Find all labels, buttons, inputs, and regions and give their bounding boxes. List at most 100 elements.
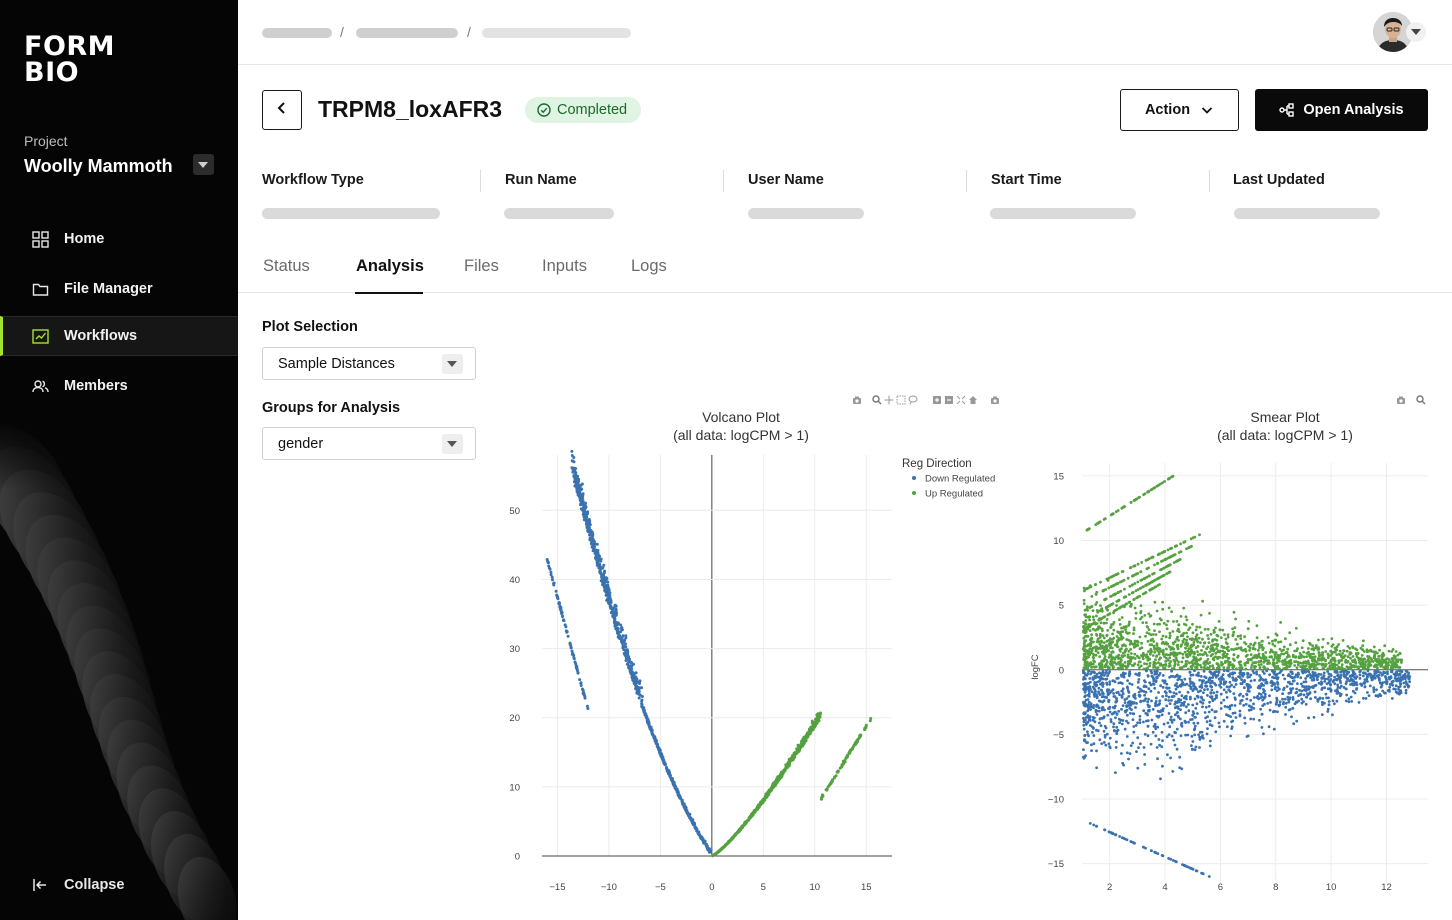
smear-point-down [1213, 710, 1217, 714]
smear-point-up [1186, 655, 1190, 659]
sidebar-item-file-manager[interactable]: File Manager [0, 269, 238, 309]
smear-point-up [1138, 647, 1142, 651]
smear-point-up [1083, 663, 1087, 667]
petal-shape [98, 696, 170, 794]
volcano-point-down [576, 493, 580, 497]
smear-point-up [1120, 635, 1123, 638]
home-icon[interactable] [968, 395, 978, 405]
smear-point-down [1084, 698, 1088, 702]
formbio-logo[interactable]: FORM BIO [24, 33, 115, 86]
smear-point-down [1294, 700, 1298, 704]
smear-point-up [1236, 654, 1240, 658]
legend-item-down[interactable]: Down Regulated [925, 474, 995, 485]
smear-point-down [1404, 688, 1408, 692]
tab-inputs[interactable]: Inputs [542, 257, 587, 275]
project-dropdown-toggle[interactable] [193, 154, 214, 175]
smear-point-up [1194, 628, 1198, 632]
smear-point-up [1108, 653, 1112, 657]
smear-y-tick: 5 [1059, 601, 1064, 612]
zoom-in-icon[interactable] [932, 395, 942, 405]
smear-point-up [1139, 586, 1143, 590]
open-analysis-button[interactable]: Open Analysis [1255, 89, 1428, 131]
smear-point-down [1190, 718, 1194, 721]
tab-status[interactable]: Status [263, 257, 310, 275]
smear-point-up [1239, 634, 1242, 638]
volcano-point-up [737, 829, 741, 833]
smear-point-up [1147, 650, 1150, 653]
sidebar-item-home[interactable]: Home [0, 219, 238, 259]
zoom-icon[interactable] [1416, 395, 1426, 405]
smear-point-down [1201, 736, 1205, 740]
smear-point-down [1156, 725, 1159, 729]
zoom-icon[interactable] [872, 395, 882, 405]
avatar[interactable] [1373, 12, 1413, 52]
tab-files[interactable]: Files [464, 257, 499, 275]
tab-logs[interactable]: Logs [631, 257, 667, 275]
smear-point-up [1143, 576, 1147, 580]
volcano-point-down [601, 578, 605, 582]
smear-point-up [1294, 626, 1298, 630]
smear-point-up [1266, 662, 1269, 665]
smear-point-down [1381, 681, 1385, 684]
smear-point-down [1112, 722, 1116, 726]
smear-point-up [1099, 621, 1103, 625]
smear-point-up [1112, 593, 1116, 597]
smear-point-up [1151, 587, 1154, 591]
smear-point-up [1271, 642, 1275, 646]
camera-icon[interactable] [990, 395, 1000, 405]
smear-point-up [1101, 589, 1105, 593]
volcano-point-down [589, 538, 593, 542]
sidebar-item-workflows[interactable]: Workflows [0, 316, 238, 356]
smear-point-down [1184, 733, 1187, 737]
smear-point-up [1109, 626, 1112, 629]
smear-point-down [1193, 748, 1197, 752]
camera-icon[interactable] [1396, 395, 1406, 405]
account-menu-toggle[interactable] [1406, 22, 1426, 42]
smear-point-down [1170, 699, 1173, 702]
volcano-point-down [570, 459, 574, 463]
volcano-point-down [566, 634, 570, 638]
lasso-icon[interactable] [908, 395, 918, 405]
autoscale-icon[interactable] [956, 395, 966, 405]
smear-point-up [1117, 638, 1121, 642]
back-button[interactable] [262, 90, 302, 130]
smear-point-up [1179, 615, 1183, 618]
smear-point-up [1153, 563, 1156, 567]
smear-point-up [1380, 653, 1384, 657]
smear-point-up [1129, 604, 1133, 608]
legend-item-up[interactable]: Up Regulated [925, 489, 983, 500]
smear-point-up [1255, 656, 1259, 660]
action-dropdown-button[interactable]: Action [1120, 89, 1239, 131]
tab-analysis[interactable]: Analysis [356, 257, 424, 275]
smear-point-up [1186, 653, 1189, 656]
groups-value: gender [278, 435, 324, 452]
smear-point-up [1152, 622, 1156, 626]
collapse-button[interactable]: Collapse [32, 877, 124, 893]
smear-point-up [1139, 579, 1143, 582]
groups-select[interactable]: gender [262, 427, 476, 460]
box-select-icon[interactable] [896, 395, 906, 405]
smear-point-up [1129, 652, 1133, 655]
smear-point-down [1146, 713, 1149, 717]
smear-point-up [1221, 628, 1225, 632]
breadcrumb-placeholder-1[interactable] [262, 28, 332, 38]
camera-icon[interactable] [852, 395, 862, 405]
volcano-point-down [701, 838, 705, 842]
plot-selection-select[interactable]: Sample Distances [262, 347, 476, 380]
pan-icon[interactable] [884, 395, 894, 405]
smear-point-up [1214, 652, 1218, 655]
petal-shape [127, 765, 193, 858]
volcano-point-up [773, 783, 777, 787]
sidebar-item-members[interactable]: Members [0, 366, 238, 406]
smear-point-up [1351, 655, 1355, 658]
smear-point-up [1085, 587, 1089, 590]
smear-point-up [1319, 653, 1323, 657]
zoom-out-icon[interactable] [944, 395, 954, 405]
smear-point-up [1153, 600, 1157, 604]
smear-point-down [1287, 700, 1291, 704]
breadcrumb-placeholder-2[interactable] [356, 28, 458, 38]
smear-point-up [1152, 640, 1156, 643]
smear-point-up [1152, 571, 1156, 575]
